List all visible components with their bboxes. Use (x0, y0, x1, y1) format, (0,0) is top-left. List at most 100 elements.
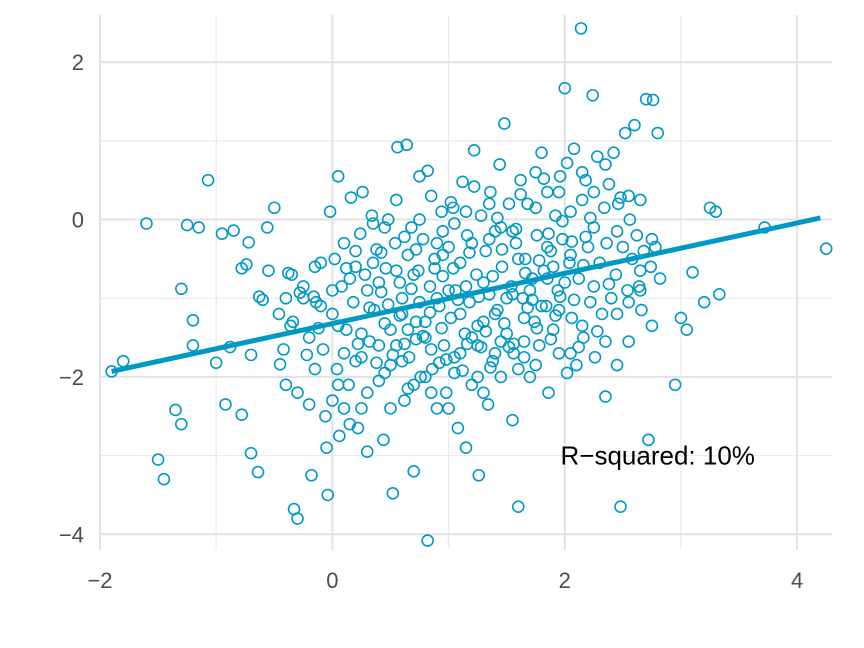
data-point (645, 232, 659, 246)
data-point (365, 209, 379, 222)
data-point (546, 260, 560, 274)
data-point (405, 221, 418, 234)
data-point (622, 189, 635, 203)
data-point (355, 402, 368, 415)
data-point (532, 339, 546, 352)
data-point (201, 173, 215, 187)
data-point (444, 195, 458, 209)
data-point (498, 317, 511, 330)
data-point (180, 218, 194, 232)
data-point (262, 264, 275, 277)
data-point (344, 191, 358, 204)
data-point (653, 272, 667, 285)
data-point (401, 382, 415, 396)
data-point (511, 362, 525, 376)
data-point (572, 272, 586, 285)
data-point (424, 189, 438, 203)
data-point (169, 403, 182, 417)
data-point (256, 293, 269, 307)
data-point (575, 319, 589, 333)
data-point (416, 329, 430, 343)
data-point (602, 277, 616, 291)
data-point (421, 164, 434, 178)
data-point (316, 343, 330, 356)
data-point (349, 260, 362, 274)
data-point (285, 268, 299, 281)
data-point (614, 500, 627, 514)
data-point (393, 276, 407, 289)
data-point (541, 240, 554, 254)
data-point (645, 319, 659, 333)
data-point (423, 306, 437, 319)
data-point (502, 197, 516, 211)
data-point (331, 169, 345, 183)
data-point (378, 317, 391, 330)
data-point (291, 386, 304, 399)
data-point (366, 256, 380, 270)
data-point (556, 214, 569, 228)
data-point (321, 488, 335, 502)
data-point (494, 221, 508, 234)
data-point (474, 340, 488, 354)
data-point (436, 248, 450, 262)
data-point (456, 364, 469, 377)
data-point (609, 268, 623, 281)
data-point (633, 264, 647, 277)
data-point (297, 280, 310, 293)
data-point (308, 362, 322, 376)
data-point (472, 468, 486, 482)
data-point (140, 217, 153, 230)
data-point (337, 347, 351, 360)
data-point (448, 217, 461, 230)
data-point (409, 315, 423, 329)
data-point (486, 354, 500, 368)
data-point (370, 356, 383, 370)
data-point (378, 221, 391, 234)
data-point (575, 193, 589, 207)
data-point (712, 288, 726, 301)
data-point (584, 295, 597, 309)
data-point (453, 307, 467, 321)
data-point (539, 299, 553, 313)
data-point (482, 232, 496, 246)
data-point (463, 295, 476, 309)
data-point (495, 243, 509, 256)
data-point (391, 140, 404, 154)
data-point (251, 465, 265, 479)
data-point (465, 236, 479, 250)
data-point (343, 417, 357, 431)
data-point (456, 175, 469, 189)
data-point (261, 221, 274, 234)
x-tick-label: 2 (559, 568, 571, 593)
data-point (642, 433, 655, 447)
y-tick-label: 0 (72, 208, 84, 233)
data-point (506, 225, 519, 238)
data-point (570, 358, 583, 372)
data-point (381, 213, 395, 226)
data-point (651, 126, 665, 140)
data-point (610, 225, 624, 238)
data-point (386, 487, 400, 500)
data-point (509, 236, 523, 250)
data-point (633, 284, 647, 297)
data-point (401, 323, 415, 337)
data-point (388, 236, 402, 250)
data-point (581, 240, 595, 254)
data-point (428, 262, 441, 275)
data-point (432, 356, 446, 370)
data-point (337, 236, 351, 250)
data-point (386, 348, 400, 362)
data-point (252, 290, 266, 303)
data-point (488, 347, 502, 360)
data-point (506, 413, 519, 427)
data-point (349, 354, 362, 368)
data-point (437, 339, 451, 352)
data-point (302, 331, 316, 344)
data-point (564, 347, 577, 360)
data-point (451, 421, 465, 435)
data-point (628, 118, 641, 132)
data-point (610, 307, 624, 321)
data-point (535, 299, 548, 313)
data-point (623, 213, 637, 226)
data-point (565, 235, 579, 248)
